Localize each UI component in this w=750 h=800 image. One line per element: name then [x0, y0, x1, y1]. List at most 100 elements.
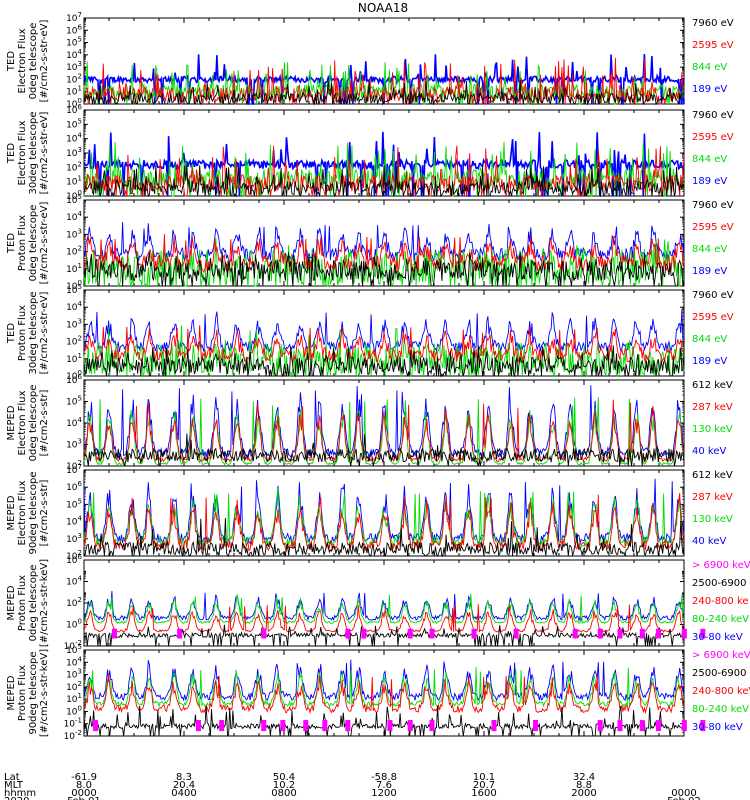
y-tick-label: 102: [66, 245, 82, 258]
legend-entry: 40 keV: [692, 446, 726, 457]
footer-row-label: Lat: [4, 772, 20, 783]
y-tick-label: 103: [66, 438, 82, 451]
footer-mlt-value: 20.4: [173, 780, 195, 791]
legend-entry: 612 keV: [692, 470, 733, 481]
series-black-line: [83, 517, 685, 558]
y-tick-label: 100: [66, 618, 82, 631]
y-tick-label: 107: [66, 11, 82, 24]
footer-time-value: 1200: [371, 788, 396, 799]
y-tick-label: 101: [66, 85, 82, 98]
series-magenta-mark: [407, 720, 413, 732]
y-axis-label: MEPEDProton Flux90deg telescope[#/cm2-s-…: [6, 649, 50, 737]
y-tick-label: 104: [66, 300, 82, 313]
y-tick-label: 102: [66, 335, 82, 348]
legend-entry: 2595 eV: [692, 312, 734, 323]
y-tick-label: 101: [66, 175, 82, 188]
series-magenta-mark: [361, 628, 367, 639]
series-blue-line: [83, 478, 685, 545]
series-red-line: [83, 234, 685, 274]
y-axis-label: TEDProton Flux0deg telescope[#/cm2-s-str…: [6, 202, 50, 285]
y-axis-label: TEDElectron Flux0deg telescope[#/cm2-s-s…: [6, 20, 50, 103]
footer-lat-value: -58.8: [371, 772, 397, 783]
legend-entry: 7960 eV: [692, 290, 734, 301]
y-tick-label: 106: [66, 480, 82, 493]
legend-entry: 844 eV: [692, 244, 727, 255]
legend-entry: 189 eV: [692, 176, 727, 187]
footer-date-value: Feb 02: [667, 796, 701, 800]
series-black-line: [83, 79, 685, 106]
legend-entry: 287 keV: [692, 492, 733, 503]
series-black-line: [83, 251, 685, 287]
footer-time-value: 0400: [171, 788, 196, 799]
series-magenta-mark: [700, 628, 706, 639]
footer-lat-value: 8.3: [176, 772, 192, 783]
series-green-line: [83, 488, 685, 549]
y-tick-label: 105: [66, 117, 82, 130]
series-magenta-mark: [387, 720, 393, 732]
series-magenta-mark: [617, 628, 623, 639]
series-magenta-mark: [280, 720, 286, 732]
series-magenta-mark: [655, 628, 661, 639]
y-axis-label: TEDElectron Flux30deg telescope[#/cm2-s-…: [6, 111, 50, 194]
series-red-line: [83, 399, 685, 464]
series-magenta-mark: [429, 720, 435, 732]
series-magenta-mark: [491, 720, 497, 732]
y-axis-label: TEDProton Flux30deg telescope[#/cm2-s-st…: [6, 291, 50, 374]
series-magenta-mark: [639, 628, 645, 639]
footer-mlt-value: 8.8: [576, 780, 592, 791]
legend-entry: 240-800 keV: [692, 686, 750, 697]
y-tick-label: 105: [66, 497, 82, 510]
series-magenta-mark: [261, 720, 267, 732]
series-magenta-mark: [655, 720, 661, 732]
legend-entry: > 6900 keV: [692, 650, 750, 661]
footer-row-label: 2020: [4, 796, 29, 800]
legend-entry: 844 eV: [692, 154, 727, 165]
y-axis-label: MEPEDElectron Flux0deg telescope[#/cm2-s…: [6, 385, 50, 462]
series-magenta-mark: [345, 628, 351, 639]
footer-mlt-value: 8.0: [76, 780, 92, 791]
series-magenta-mark: [639, 720, 645, 732]
y-tick-label: 103: [66, 668, 82, 681]
footer-time-value: 0800: [271, 788, 296, 799]
legend-entry: > 6900 keV: [692, 560, 750, 571]
y-tick-label: 101: [66, 692, 82, 705]
series-green-line: [83, 397, 685, 466]
series-magenta-mark: [513, 628, 519, 639]
y-tick-label: 104: [66, 132, 82, 145]
legend-entry: 30-80 keV: [692, 632, 743, 643]
series-black-line: [83, 705, 685, 737]
footer-time-value: 2000: [571, 788, 596, 799]
series-red-line: [83, 325, 685, 364]
legend-entry: 189 eV: [692, 356, 727, 367]
legend-entry: 240-800 ke: [692, 596, 749, 607]
footer-mlt-value: 7.6: [376, 780, 392, 791]
series-magenta-mark: [261, 628, 267, 639]
series-magenta-mark: [177, 628, 183, 639]
series-magenta-mark: [345, 720, 351, 732]
footer-date-value: Feb 01: [67, 796, 101, 800]
series-magenta-mark: [93, 720, 98, 732]
footer-lat-value: 50.4: [273, 772, 295, 783]
legend-entry: 189 eV: [692, 266, 727, 277]
footer-lat-value: -61.9: [71, 772, 97, 783]
y-tick-label: 100: [66, 704, 82, 717]
series-black-line: [83, 345, 685, 378]
y-tick-label: 105: [66, 395, 82, 408]
series-magenta-mark: [429, 628, 435, 639]
y-tick-label: 104: [66, 210, 82, 223]
series-magenta-mark: [219, 720, 225, 732]
footer-mlt-value: 10.2: [273, 780, 295, 791]
legend-entry: 130 keV: [692, 424, 733, 435]
footer-time-value: 1600: [471, 788, 496, 799]
legend-entry: 844 eV: [692, 62, 727, 73]
series-green-line: [83, 593, 685, 625]
series-black-line: [83, 433, 685, 467]
footer-axis-labels: LatMLThhmm2020-61.98.00000Feb 018.320.40…: [4, 772, 701, 800]
y-axis-label: MEPEDProton Flux0deg telescope[#/cm2-s-s…: [6, 559, 50, 647]
series-magenta-mark: [597, 628, 603, 639]
